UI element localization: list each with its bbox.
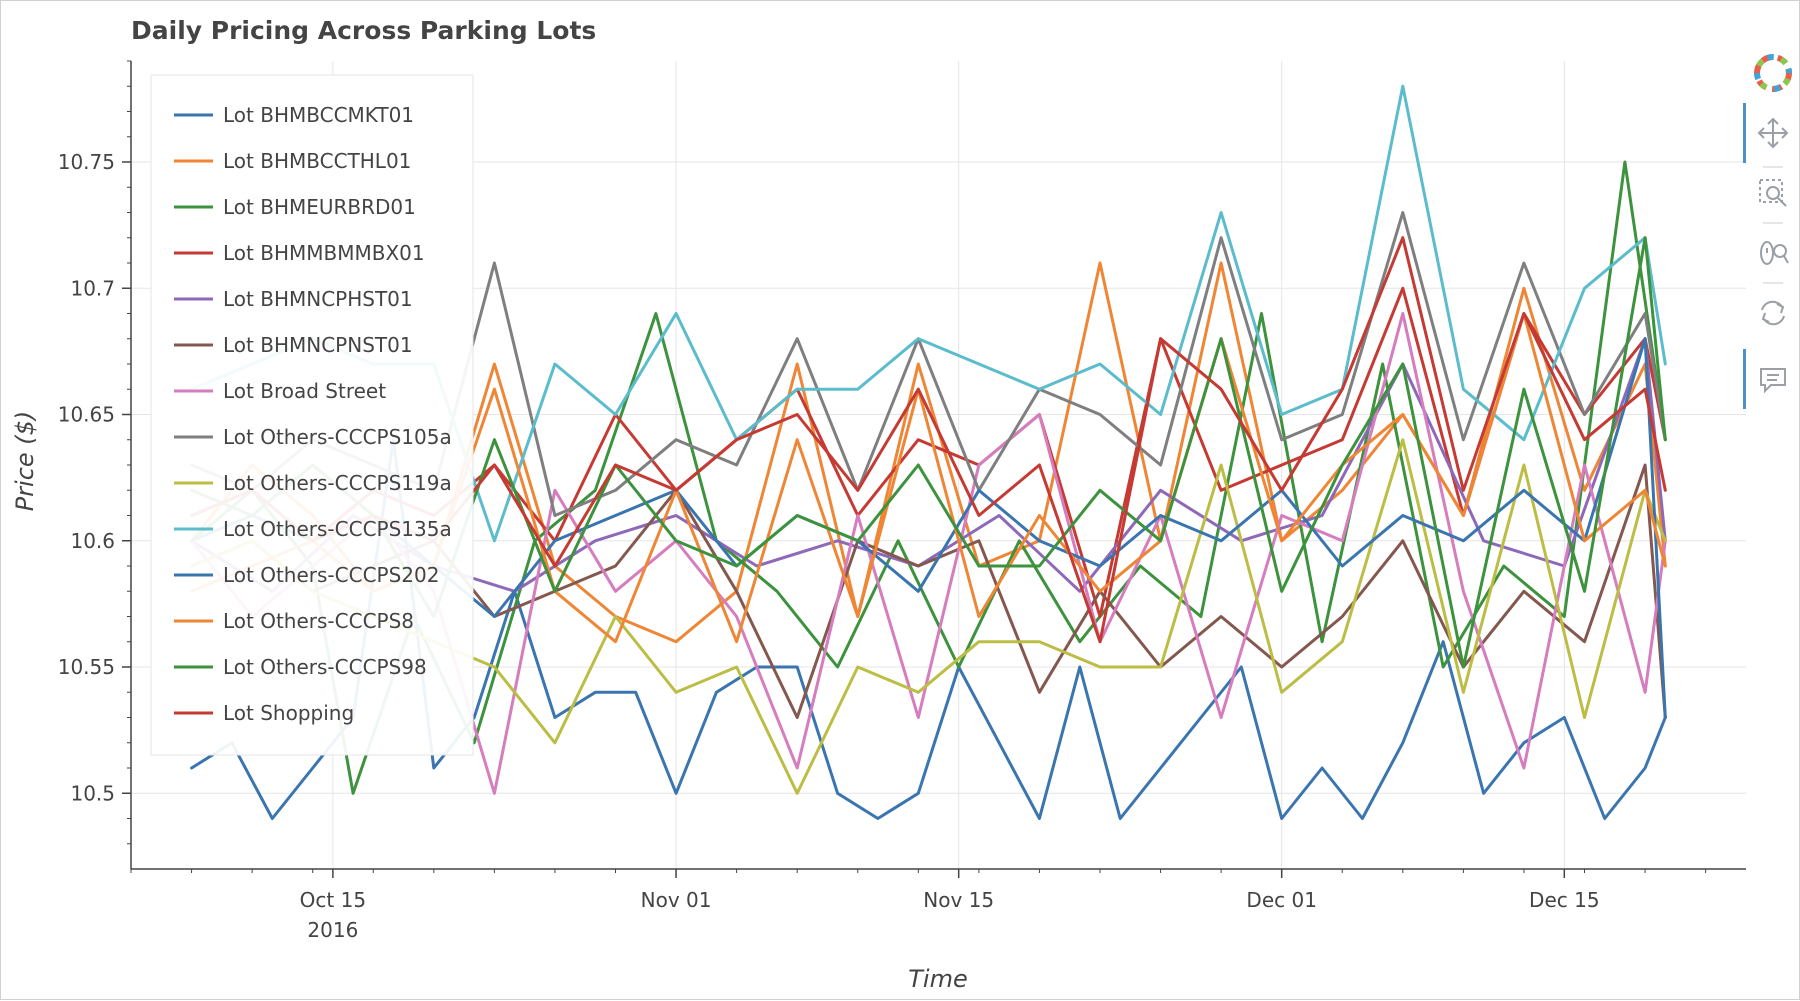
x-tick-label: Dec 15 [1529,888,1600,912]
y-tick-label: 10.55 [58,655,115,679]
box-zoom-icon[interactable] [1759,179,1787,207]
reset-icon[interactable] [1761,300,1785,326]
toolbar [1743,54,1792,409]
y-tick-label: 10.5 [70,781,115,805]
x-tick-label: Dec 01 [1246,888,1317,912]
x-tick-label: Oct 15 [300,888,366,912]
series-line-0 [190,438,1667,820]
legend: Lot BHMBCCMKT01 Lot BHMBCCTHL01 Lot BHMEUR… [150,74,474,756]
legend-item-label: Lot Shopping [223,701,354,725]
x-tick-label: Nov 15 [923,888,994,912]
legend-item-label: Lot Others-CCCPS105a [223,425,452,449]
pan-icon[interactable] [1757,117,1789,149]
x-tick-label: Nov 01 [641,888,712,912]
y-tick-label: 10.75 [58,150,115,174]
series-layer [190,84,1667,820]
legend-item-label: Lot BHMBCCTHL01 [223,149,411,173]
pan-active-indicator [1743,103,1746,163]
x-axis-label: Time [908,965,967,993]
legend-item-label: Lot Others-CCCPS202 [223,563,439,587]
legend-item-label: Lot Others-CCCPS98 [223,655,427,679]
legend-item-label: Lot Others-CCCPS135a [223,517,452,541]
legend-item-label: Lot Broad Street [223,379,386,403]
y-tick-label: 10.7 [70,276,115,300]
y-tick-label: 10.65 [58,403,115,427]
hover-icon[interactable] [1760,368,1786,394]
legend-box [150,74,474,756]
x-ticks: Oct 15 2016 Nov 01 Nov 15 Dec 01 Dec 15 [130,869,1707,942]
legend-item-label: Lot BHMNCPNST01 [223,333,413,357]
logo-icon[interactable] [1754,54,1792,92]
hover-active-indicator [1743,349,1746,409]
legend-item-label: Lot BHMNCPHST01 [223,287,413,311]
legend-item-label: Lot BHMEURBRD01 [223,195,416,219]
legend-item-label: Lot Others-CCCPS119a [223,471,452,495]
legend-item-label: Lot BHMBCCMKT01 [223,103,414,127]
chart-title: Daily Pricing Across Parking Lots [131,16,596,45]
y-axis-label: Price ($) [11,411,39,512]
legend-item-label: Lot BHMMBMMBX01 [223,241,425,265]
legend-item-label: Lot Others-CCCPS8 [223,609,414,633]
y-ticks: 10.5 10.55 10.6 10.65 10.7 10.75 [58,60,131,845]
wheel-zoom-icon[interactable] [1760,241,1789,265]
y-tick-label: 10.6 [70,529,115,553]
x-tick-sublabel: 2016 [307,918,358,942]
